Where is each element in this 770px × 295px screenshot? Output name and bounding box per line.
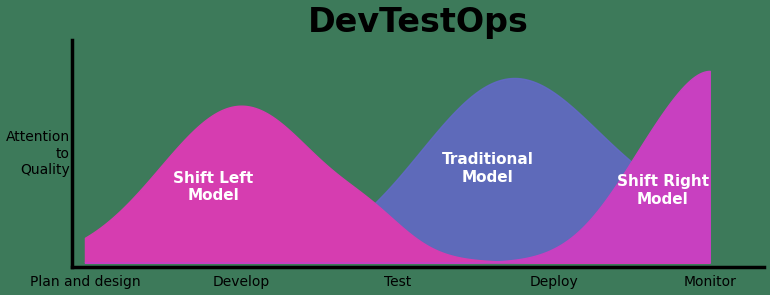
Text: Shift Left
Model: Shift Left Model (173, 171, 253, 203)
Text: Shift Right
Model: Shift Right Model (617, 174, 709, 206)
Title: DevTestOps: DevTestOps (308, 6, 529, 39)
Text: Traditional
Model: Traditional Model (442, 152, 534, 185)
Y-axis label: Attention
to
Quality: Attention to Quality (5, 130, 69, 177)
